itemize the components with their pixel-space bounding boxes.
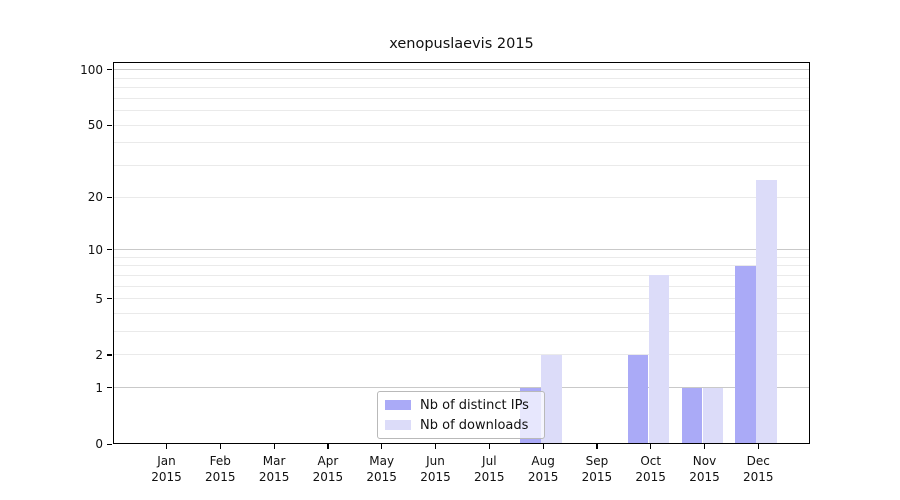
- x-tick-label-apr: Apr 2015: [312, 454, 344, 484]
- y-tick-mark: [107, 298, 112, 300]
- y-tick-label: 0: [95, 437, 103, 451]
- x-tick-label-aug: Aug 2015: [527, 454, 559, 484]
- legend-entry-distinct-ips: Nb of distinct IPs: [385, 397, 537, 413]
- y-tick-mark: [107, 196, 112, 198]
- chart-title: xenopuslaevis 2015: [389, 36, 534, 52]
- x-tick-mark: [219, 444, 221, 449]
- x-tick-label-feb: Feb 2015: [205, 454, 236, 484]
- y-tick-label: 20: [87, 190, 103, 205]
- x-tick-label-sep: Sep 2015: [581, 454, 613, 484]
- y-tick-mark: [107, 249, 112, 251]
- bar-distinct-ips-oct: [627, 354, 649, 444]
- x-tick-mark: [488, 444, 490, 449]
- x-tick-mark: [650, 444, 652, 449]
- major-gridline: [113, 387, 810, 389]
- x-tick-mark: [757, 444, 759, 449]
- x-tick-label-mar: Mar 2015: [258, 454, 290, 484]
- legend-label-downloads: Nb of downloads: [420, 417, 529, 433]
- minor-gridline: [113, 124, 810, 126]
- y-tick-label: 100: [80, 62, 103, 77]
- x-tick-label-jun: Jun 2015: [420, 454, 451, 484]
- y-tick-label: 2: [95, 347, 103, 362]
- x-tick-mark: [542, 444, 544, 449]
- x-tick-mark: [704, 444, 706, 449]
- minor-gridline: [113, 97, 810, 99]
- minor-gridline: [113, 87, 810, 89]
- y-tick-mark: [107, 69, 112, 71]
- x-tick-label-dec: Dec 2015: [743, 454, 774, 484]
- bar-downloads-aug: [541, 354, 562, 444]
- legend-swatch-distinct-ips: [385, 400, 411, 410]
- minor-gridline: [113, 164, 810, 166]
- legend-swatch-downloads: [385, 420, 411, 430]
- y-tick-mark: [107, 443, 112, 445]
- minor-gridline: [113, 110, 810, 112]
- bar-distinct-ips-dec: [735, 265, 756, 444]
- plot-area: [113, 62, 810, 444]
- x-tick-mark: [327, 444, 329, 449]
- y-tick-label: 50: [87, 118, 103, 133]
- x-tick-label-jul: Jul 2015: [474, 454, 505, 484]
- minor-gridline: [113, 298, 810, 300]
- x-tick-mark: [273, 444, 275, 449]
- bar-downloads-dec: [756, 179, 777, 444]
- minor-gridline: [113, 312, 810, 314]
- legend-entry-downloads: Nb of downloads: [385, 417, 537, 433]
- x-tick-label-jan: Jan 2015: [151, 454, 182, 484]
- minor-gridline: [113, 196, 810, 198]
- y-tick-label: 1: [95, 380, 103, 395]
- minor-gridline: [113, 77, 810, 79]
- major-gridline: [113, 69, 810, 71]
- bar-downloads-nov: [702, 387, 723, 444]
- x-tick-mark: [381, 444, 383, 449]
- y-tick-mark: [107, 354, 112, 356]
- y-tick-mark: [107, 387, 112, 389]
- minor-gridline: [113, 256, 810, 258]
- bar-downloads-oct: [648, 275, 670, 444]
- x-tick-label-may: May 2015: [366, 454, 397, 484]
- minor-gridline: [113, 331, 810, 333]
- y-tick-mark: [107, 124, 112, 126]
- minor-gridline: [113, 142, 810, 144]
- major-gridline: [113, 249, 810, 250]
- bar-distinct-ips-nov: [681, 387, 702, 444]
- x-tick-mark: [596, 444, 598, 449]
- x-tick-mark: [166, 444, 168, 449]
- x-tick-label-nov: Nov 2015: [689, 454, 720, 484]
- minor-gridline: [113, 285, 810, 287]
- x-tick-label-oct: Oct 2015: [635, 454, 666, 484]
- y-tick-label: 10: [87, 242, 103, 257]
- minor-gridline: [113, 265, 810, 267]
- minor-gridline: [113, 354, 810, 356]
- y-tick-label: 5: [95, 291, 103, 306]
- legend-label-distinct-ips: Nb of distinct IPs: [420, 397, 529, 413]
- x-tick-mark: [435, 444, 437, 449]
- minor-gridline: [113, 274, 810, 276]
- legend: Nb of distinct IPs Nb of downloads: [377, 391, 545, 439]
